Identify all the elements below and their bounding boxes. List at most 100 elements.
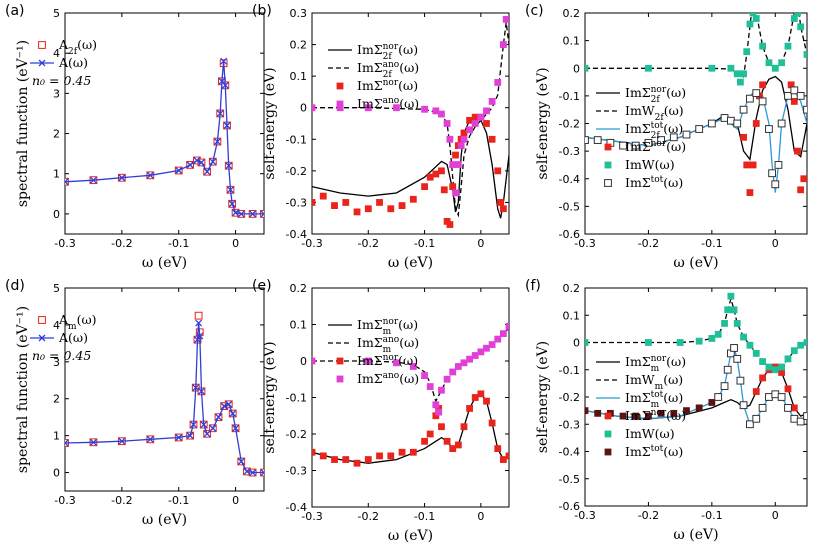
series-group	[65, 311, 264, 477]
data-point	[398, 202, 406, 209]
data-point	[739, 105, 748, 114]
data-point	[319, 452, 327, 460]
data-point	[794, 147, 801, 155]
legend-label: ImΣnor(ω)	[357, 353, 418, 368]
data-point	[720, 114, 729, 122]
data-point	[200, 421, 208, 429]
y-tick-label: -0.2	[286, 428, 307, 441]
x-tick-label: -0.1	[168, 494, 189, 507]
data-point	[471, 120, 479, 127]
data-point	[312, 448, 316, 456]
data-point	[585, 136, 589, 144]
panel-label: (d)	[5, 278, 25, 294]
data-point	[209, 158, 217, 166]
data-point	[797, 23, 805, 31]
y-tick-label: 0	[573, 62, 580, 75]
data-point	[483, 107, 490, 115]
y-tick-label: -0.3	[559, 418, 580, 431]
data-point	[778, 363, 786, 371]
data-point	[446, 221, 454, 228]
x-tick-label: -0.1	[701, 509, 722, 522]
data-point	[243, 467, 251, 475]
panel-label: (a)	[5, 3, 25, 19]
data-point	[312, 199, 316, 206]
data-point	[193, 157, 201, 164]
data-point	[457, 142, 465, 149]
data-point	[225, 400, 233, 408]
y-tick-label: -0.6	[559, 500, 580, 513]
legend: A2f(ω)A(ω) n₀ = 0.45	[30, 37, 97, 88]
data-point	[497, 199, 504, 206]
legend-label: ImΣano(ω)	[357, 371, 419, 386]
data-point	[432, 412, 440, 420]
legend-label: ImΣnor m (ω)	[625, 354, 686, 374]
data-point	[223, 122, 231, 129]
data-point	[220, 57, 228, 65]
data-point	[752, 388, 760, 395]
data-point	[645, 64, 652, 72]
data-point	[209, 424, 217, 432]
data-point	[195, 319, 203, 327]
legend-label: ImΣano(ω)	[357, 96, 419, 111]
data-point	[585, 64, 589, 72]
data-point	[749, 13, 757, 17]
legend-swatch	[604, 143, 612, 151]
legend-label: ImΣnor 2f (ω)	[625, 85, 686, 105]
y-tick-label: -0.5	[559, 473, 580, 486]
data-point	[707, 119, 716, 128]
y-tick-label: -0.4	[559, 446, 580, 459]
x-tick-label: 0	[772, 237, 779, 250]
data-point	[499, 330, 507, 338]
legend: ImΣnor 2f (ω)ImW2f(ω)ImΣtot 2f (ω)ImΣnor(ω) I…	[596, 85, 686, 190]
data-point	[787, 81, 795, 89]
data-point	[736, 376, 745, 385]
legend-label: ImΣnor m (ω)	[357, 317, 418, 337]
data-point	[758, 404, 767, 412]
data-point	[435, 408, 443, 416]
data-point	[790, 15, 798, 22]
data-point	[669, 133, 678, 142]
data-point	[737, 78, 744, 86]
data-point	[421, 437, 428, 445]
legend-label: ImΣtot(ω)	[625, 175, 683, 190]
data-point	[784, 404, 792, 412]
data-point	[494, 167, 502, 175]
data-point	[449, 445, 457, 452]
data-point	[494, 445, 502, 452]
data-point	[364, 357, 372, 365]
data-point	[454, 363, 462, 370]
data-point	[733, 354, 742, 363]
data-point	[449, 161, 457, 168]
y-tick-label: 5	[53, 282, 60, 295]
data-point	[194, 336, 201, 344]
y-tick-label: -0.3	[286, 196, 307, 209]
data-point	[483, 397, 490, 405]
plot-frame	[64, 12, 265, 235]
data-point	[670, 409, 678, 417]
x-tick-label: -0.1	[168, 237, 189, 250]
legend-label: A2f(ω)	[58, 37, 97, 57]
data-point	[146, 171, 154, 179]
legend-swatch	[604, 430, 612, 438]
legend-label: ImΣnor(ω)	[357, 78, 418, 93]
legend-swatch	[604, 161, 612, 169]
legend-swatch	[336, 100, 344, 108]
x-tick-label: -0.3	[301, 237, 322, 250]
data-point	[432, 170, 440, 178]
data-point	[743, 48, 751, 56]
panel-b: -0.3 -0.2 -0.1 0-0.4-0.3-0.2-0.100.10.20.3(…	[252, 3, 510, 271]
data-point	[682, 130, 691, 139]
y-tick-label: 0.3	[290, 7, 308, 20]
data-point	[752, 120, 760, 127]
data-point	[228, 200, 236, 208]
series-line	[65, 323, 264, 474]
data-point	[213, 138, 221, 146]
legend-label: ImW(ω)	[625, 426, 675, 441]
x-axis-label: ω (eV)	[388, 255, 433, 271]
data-point	[790, 86, 799, 95]
series-line	[585, 346, 807, 426]
data-point	[449, 183, 457, 191]
data-point	[765, 363, 773, 371]
data-point	[215, 413, 222, 421]
